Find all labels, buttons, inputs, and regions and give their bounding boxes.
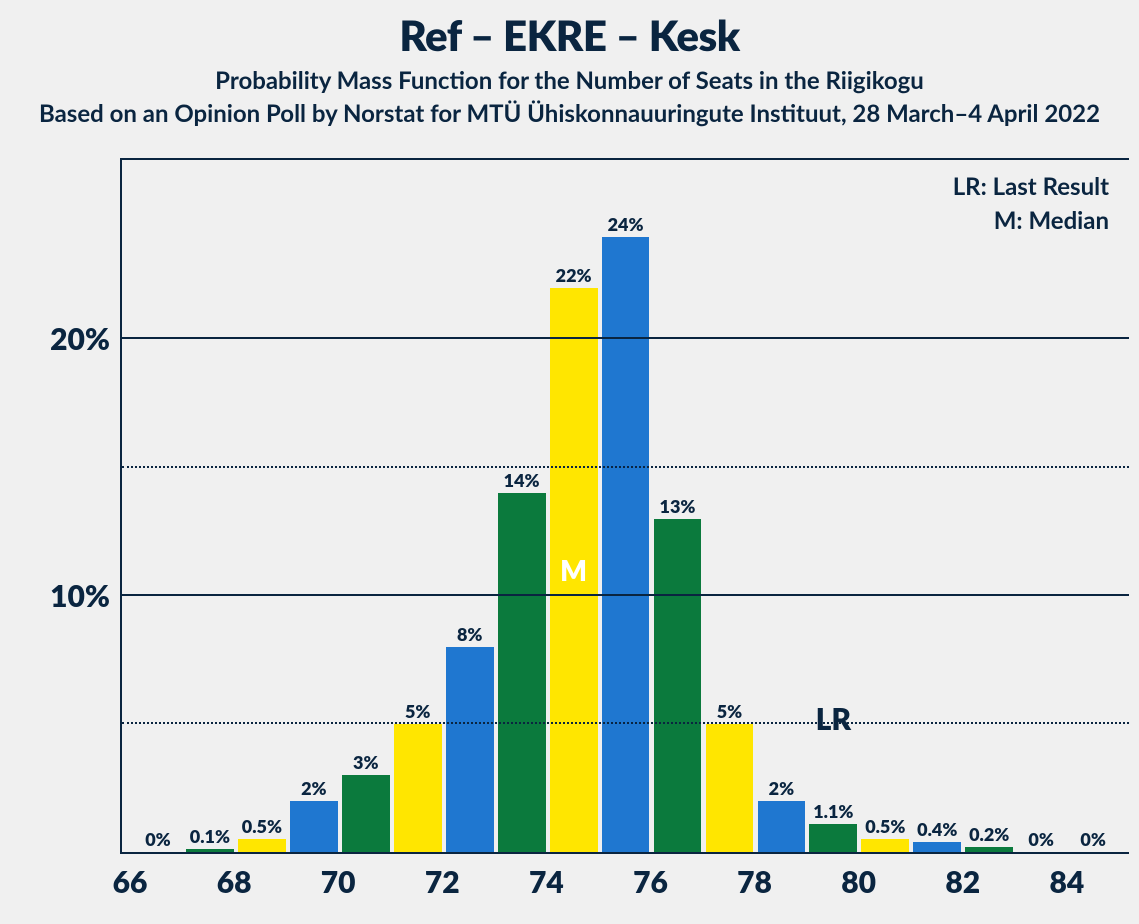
bar-value-label: 0.1% bbox=[190, 825, 230, 849]
bar-slot: 0% bbox=[132, 160, 184, 852]
bar-value-label: 2% bbox=[769, 777, 795, 801]
bar-value-label: 22% bbox=[556, 264, 592, 288]
median-marker: M bbox=[560, 553, 587, 587]
bar-value-label: 13% bbox=[660, 495, 696, 519]
bar-slot: 0.2% bbox=[963, 160, 1015, 852]
x-tick-slot: 80 bbox=[859, 856, 911, 914]
y-tick-label: 10% bbox=[50, 578, 122, 614]
x-tick-slot: 76 bbox=[650, 856, 702, 914]
x-tick-label: 74 bbox=[529, 864, 564, 900]
gridline-minor bbox=[122, 466, 1129, 468]
bar-slot: 0% bbox=[1067, 160, 1119, 852]
x-tick-label: 70 bbox=[321, 864, 356, 900]
bar-value-label: 0.2% bbox=[969, 823, 1009, 847]
x-tick-label: 78 bbox=[737, 864, 772, 900]
chart-title: Ref – EKRE – Kesk bbox=[0, 10, 1139, 60]
bar-slot: 2% bbox=[755, 160, 807, 852]
x-tick-label: 72 bbox=[425, 864, 460, 900]
bar-slot: 2% bbox=[288, 160, 340, 852]
x-tick-slot: 68 bbox=[234, 856, 286, 914]
bar-value-label: 0.4% bbox=[917, 818, 957, 842]
bar: 13% bbox=[654, 519, 702, 852]
x-tick-label: 80 bbox=[841, 864, 876, 900]
bar-slot: 5% bbox=[703, 160, 755, 852]
bar: 0.5% bbox=[238, 839, 286, 852]
bar-value-label: 0% bbox=[1028, 828, 1054, 852]
plot-container: LR: Last Result M: Median 0%0.1%0.5%2%3%… bbox=[30, 158, 1129, 914]
x-tick-slot: 84 bbox=[1067, 856, 1119, 914]
bar: 2% bbox=[290, 801, 338, 852]
x-tick-label: 68 bbox=[217, 864, 252, 900]
bar: 5% bbox=[394, 724, 442, 852]
x-tick-label: 82 bbox=[945, 864, 980, 900]
bar-value-label: 0.5% bbox=[242, 815, 282, 839]
plot-area: LR: Last Result M: Median 0%0.1%0.5%2%3%… bbox=[120, 158, 1129, 854]
bar-slot: 0.5% bbox=[859, 160, 911, 852]
bar: 0.2% bbox=[965, 847, 1013, 852]
bar: 24% bbox=[602, 237, 650, 852]
x-tick-label: 76 bbox=[633, 864, 668, 900]
bar: 5% bbox=[706, 724, 754, 852]
bar-slot: 1.1% LR bbox=[807, 160, 859, 852]
x-tick-slot: 78 bbox=[755, 856, 807, 914]
x-axis: 66 68 70 72 74 76 78 80 82 84 bbox=[130, 856, 1119, 914]
gridline-major bbox=[122, 337, 1129, 339]
bar-value-label: 2% bbox=[301, 777, 327, 801]
bar: 22%M bbox=[550, 288, 598, 852]
bar-slot: 14% bbox=[496, 160, 548, 852]
bar-slot: 0.1% bbox=[184, 160, 236, 852]
chart-subtitle: Probability Mass Function for the Number… bbox=[0, 66, 1139, 95]
bar: 0.4% bbox=[913, 842, 961, 852]
bar-slot: 8% bbox=[444, 160, 496, 852]
x-tick-slot: 72 bbox=[442, 856, 494, 914]
y-tick-label: 20% bbox=[50, 321, 122, 357]
bar-value-label: 5% bbox=[717, 700, 743, 724]
gridline-minor bbox=[122, 722, 1129, 724]
bar: 2% bbox=[758, 801, 806, 852]
last-result-marker: LR bbox=[816, 701, 851, 737]
bar: 0.5% bbox=[861, 839, 909, 852]
x-tick-label: 66 bbox=[113, 864, 148, 900]
bar-slot: 0.4% bbox=[911, 160, 963, 852]
x-tick-slot: 66 bbox=[130, 856, 182, 914]
bar: 1.1% bbox=[809, 824, 857, 852]
bar-slot: 24% bbox=[600, 160, 652, 852]
gridline-major bbox=[122, 594, 1129, 596]
bar-value-label: 24% bbox=[608, 213, 644, 237]
bar-value-label: 14% bbox=[504, 469, 540, 493]
chart-subtitle-2: Based on an Opinion Poll by Norstat for … bbox=[0, 99, 1139, 128]
x-tick-slot: 82 bbox=[963, 856, 1015, 914]
x-tick-label: 84 bbox=[1049, 864, 1084, 900]
bar: 3% bbox=[342, 775, 390, 852]
bars-container: 0%0.1%0.5%2%3%5%8%14%22%M24%13%5%2%1.1%L… bbox=[132, 160, 1119, 852]
bar-value-label: 0% bbox=[145, 828, 171, 852]
bar-value-label: 1.1% bbox=[813, 800, 853, 824]
bar-value-label: 0% bbox=[1080, 828, 1106, 852]
bar-value-label: 5% bbox=[405, 700, 431, 724]
bar: 8% bbox=[446, 647, 494, 852]
bar: 14% bbox=[498, 493, 546, 852]
bar-slot: 22% M bbox=[548, 160, 600, 852]
x-tick-slot: 74 bbox=[546, 856, 598, 914]
bar-slot: 13% bbox=[652, 160, 704, 852]
bar: 0.1% bbox=[186, 849, 234, 852]
bar-slot: 3% bbox=[340, 160, 392, 852]
bar-value-label: 8% bbox=[457, 623, 483, 647]
bar-slot: 0% bbox=[1015, 160, 1067, 852]
bar-value-label: 0.5% bbox=[865, 815, 905, 839]
bar-slot: 0.5% bbox=[236, 160, 288, 852]
bar-value-label: 3% bbox=[353, 751, 379, 775]
x-tick-slot: 70 bbox=[338, 856, 390, 914]
bar-slot: 5% bbox=[392, 160, 444, 852]
